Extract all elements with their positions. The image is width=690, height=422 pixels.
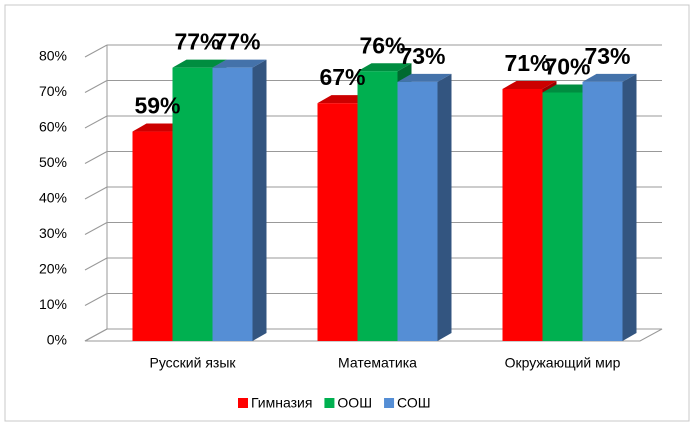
bar-top (357, 63, 412, 72)
bar (397, 73, 452, 341)
bar-front (542, 92, 583, 341)
grid-line (84, 151, 108, 164)
grid-line (84, 293, 108, 306)
bar-side (252, 59, 267, 342)
grid-line (84, 222, 108, 235)
value-label: 77% (214, 29, 260, 55)
grid-line (84, 80, 108, 93)
bar-front (317, 103, 358, 342)
y-tick-label: 60% (39, 119, 67, 135)
x-tick-label: Русский язык (149, 355, 236, 371)
legend-label: СОШ (397, 395, 431, 411)
bar (582, 73, 637, 341)
bar-front (502, 88, 543, 341)
bar-side (622, 73, 637, 341)
bar-top (502, 80, 557, 89)
bar-front (132, 131, 173, 341)
value-label: 77% (174, 29, 220, 55)
x-tick-label: Математика (338, 355, 417, 371)
bar-top (397, 73, 452, 82)
bar-front (582, 81, 623, 341)
bar-side (437, 73, 452, 341)
value-label: 73% (584, 43, 630, 69)
y-tick-label: 20% (39, 261, 67, 277)
bar-front (397, 81, 438, 341)
bar-front (172, 67, 213, 342)
y-tick-label: 10% (39, 296, 67, 312)
value-label: 73% (399, 43, 445, 69)
grid-line (84, 44, 108, 58)
y-tick-label: 0% (47, 332, 67, 348)
bar-top (212, 59, 267, 68)
grid-line (84, 328, 108, 342)
y-tick-label: 80% (39, 48, 67, 64)
grid-line (84, 257, 108, 271)
x-tick-label: Окружающий мир (505, 355, 621, 371)
bar-front (357, 71, 398, 341)
legend-swatch (324, 398, 335, 408)
grid-line (84, 115, 108, 129)
grid-line (84, 186, 108, 200)
bar (212, 59, 267, 342)
value-label: 71% (504, 50, 550, 76)
bar-top (172, 59, 227, 68)
legend-swatch (384, 398, 395, 408)
y-tick-label: 30% (39, 225, 67, 241)
y-tick-label: 50% (39, 154, 67, 170)
legend-label: ООШ (337, 395, 372, 411)
bar-front (212, 67, 253, 342)
value-label: 59% (134, 93, 180, 119)
y-tick-label: 40% (39, 190, 67, 206)
legend-label: Гимназия (251, 395, 312, 411)
value-label: 67% (319, 64, 365, 90)
y-tick-label: 70% (39, 83, 67, 99)
legend-swatch (238, 398, 248, 408)
value-label: 70% (544, 54, 590, 80)
bar-top (582, 73, 637, 82)
value-label: 76% (359, 32, 405, 58)
